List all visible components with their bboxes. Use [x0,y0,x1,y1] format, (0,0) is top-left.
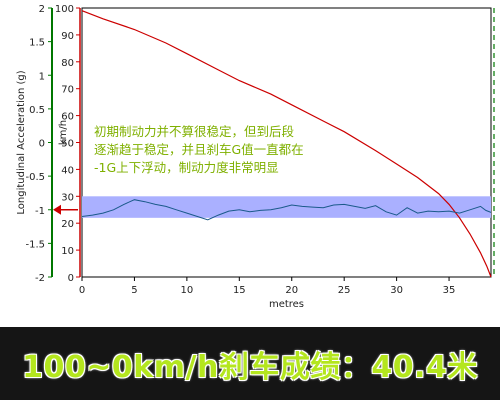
x-axis-label: metres [269,299,304,310]
right-tick-label: 0 [68,273,74,284]
x-tick-label: 30 [390,285,403,296]
annotation-line: 初期制动力并不算很稳定，但到后段 [94,124,294,139]
x-tick-label: 25 [338,285,351,296]
left-tick-label: 2 [39,4,45,15]
left-tick-label: -0.5 [25,172,45,183]
right-tick-label: 30 [61,192,74,203]
right-tick-label: 100 [55,4,74,15]
left-tick-label: -2 [35,273,45,284]
left-tick-label: 0 [39,139,45,150]
left-tick-label: -1 [35,206,45,217]
brake-chart: 0 5 10 15 20 25 30 35 21.510.50-0.5-1-1.5-2 100… [16,4,495,310]
left-axis-label: Longitudinal Acceleration (g) [16,70,27,214]
acceleration-series-line [81,199,492,221]
right-tick-label: 40 [61,165,74,176]
right-tick-label: 50 [61,139,74,150]
right-tick-label: 20 [61,219,74,230]
x-tick-label: 0 [79,285,85,296]
left-tick-label: 1.5 [29,38,45,49]
right-tick-label: 60 [61,112,74,123]
right-tick-label: 90 [61,31,74,42]
left-tick-label: 0.5 [29,105,45,116]
annotation-line: 逐渐趋于稳定，并且刹车G值一直都在 [94,142,304,157]
plot-area [81,7,492,278]
right-tick-label: 80 [61,58,74,69]
right-tick-label: 70 [61,85,74,96]
left-tick-label: -1.5 [25,239,45,250]
x-tick-label: 35 [443,285,456,296]
right-axis-label: km/h [58,120,69,145]
speed-series-line [81,10,492,278]
x-tick-label: 5 [131,285,137,296]
x-tick-label: 15 [233,285,246,296]
left-axis-marker-arrow [53,204,61,215]
result-banner-text: 100~0km/h刹车成绩：40.4米 [22,349,478,385]
left-tick-label: 1 [39,71,45,82]
x-tick-label: 20 [285,285,298,296]
x-tick-label: 10 [181,285,194,296]
annotation-line: -1G上下浮动，制动力度非常明显 [94,160,279,175]
right-tick-label: 10 [61,246,74,257]
result-banner: 100~0km/h刹车成绩：40.4米 [0,327,500,400]
highlight-band [82,196,491,218]
